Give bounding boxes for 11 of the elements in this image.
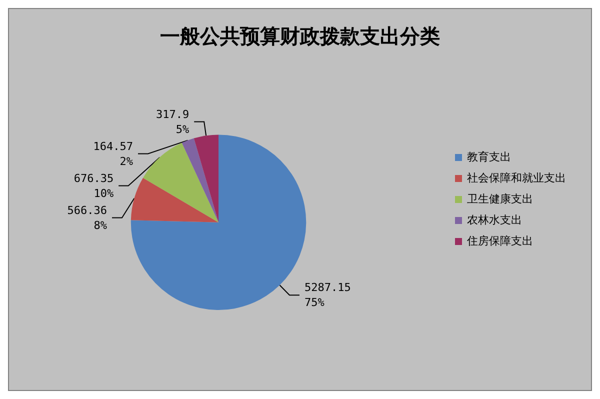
legend-label: 教育支出 (467, 150, 511, 164)
data-label: 317.9 5% (156, 108, 190, 136)
legend-label: 住房保障支出 (467, 234, 533, 248)
data-label: 5287.15 75% (304, 281, 351, 310)
legend-label: 农林水支出 (467, 214, 522, 226)
data-label: 164.57 2% (93, 140, 134, 168)
legend-label: 社会保障和就业支出 (467, 172, 566, 184)
data-label: 676.35 10% (74, 172, 114, 200)
legend-label: 卫生健康支出 (467, 192, 533, 206)
data-label: 566.36 8% (67, 204, 108, 232)
chart-title: 一般公共预算财政拨款支出分类 (160, 24, 440, 48)
